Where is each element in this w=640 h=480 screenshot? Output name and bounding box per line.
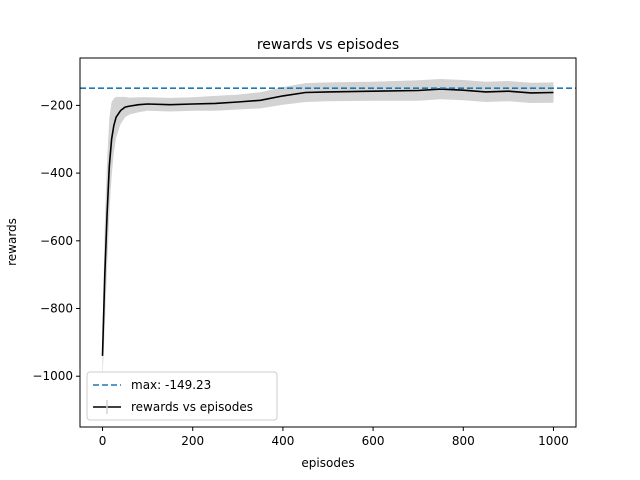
- y-axis-label: rewards: [5, 218, 19, 266]
- y-tick-label: −800: [40, 302, 73, 316]
- legend: max: -149.23 rewards vs episodes: [86, 371, 278, 421]
- y-tick-label: −200: [40, 98, 73, 112]
- y-axis-ticks: −1000 −800 −600 −400 −200: [32, 98, 80, 383]
- x-tick-label: 400: [271, 434, 294, 448]
- x-tick-label: 200: [181, 434, 204, 448]
- reward-spread-band: [102, 79, 554, 380]
- chart-title: rewards vs episodes: [257, 37, 399, 53]
- legend-label-max: max: -149.23: [131, 378, 211, 392]
- y-tick-label: −1000: [32, 369, 73, 383]
- legend-box: [86, 371, 278, 421]
- x-tick-label: 600: [362, 434, 385, 448]
- x-tick-label: 800: [452, 434, 475, 448]
- plot-frame: [79, 57, 577, 428]
- legend-label-rewards: rewards vs episodes: [131, 400, 253, 414]
- x-tick-label: 0: [99, 434, 107, 448]
- x-axis-label: episodes: [301, 456, 354, 470]
- y-tick-label: −600: [40, 234, 73, 248]
- plot-area: [79, 57, 577, 428]
- x-tick-label: 1000: [538, 434, 569, 448]
- x-axis-ticks: 0 200 400 600 800 1000: [99, 427, 569, 448]
- reward-line: [101, 88, 554, 356]
- y-tick-label: −400: [40, 166, 73, 180]
